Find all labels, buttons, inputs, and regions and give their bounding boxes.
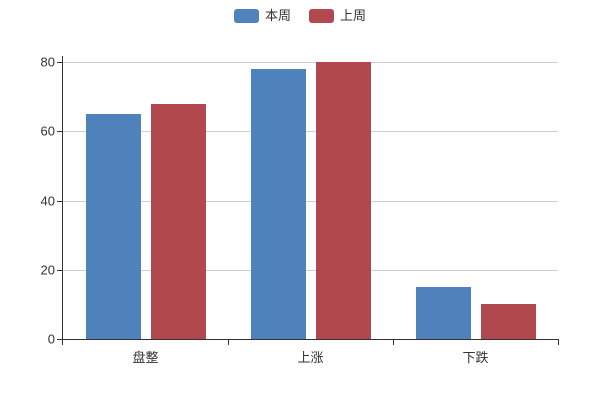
y-axis-label-0: 0	[47, 331, 55, 347]
bar-last-week-2[interactable]	[480, 304, 536, 339]
legend-swatch-this-week	[233, 9, 259, 23]
bar-this-week-1[interactable]	[250, 68, 306, 339]
y-tick-20	[57, 269, 63, 271]
x-axis-tick-0	[228, 339, 229, 345]
chart-legend: 本周 上周	[0, 6, 600, 26]
x-axis-label-0: 盘整	[132, 350, 159, 365]
y-axis-label-40: 40	[40, 193, 55, 208]
y-axis-label-80: 80	[40, 54, 55, 70]
legend-label-this-week: 本周	[264, 8, 291, 23]
bar-last-week-0[interactable]	[150, 103, 206, 339]
bar-this-week-2[interactable]	[415, 287, 471, 339]
gridline-0	[63, 339, 558, 340]
x-axis-label-1: 上涨	[297, 350, 324, 365]
y-axis-label-60: 60	[40, 123, 55, 139]
y-tick-80	[57, 62, 63, 63]
legend-item-last-week[interactable]: 上周	[309, 9, 366, 23]
y-tick-40	[57, 200, 63, 202]
x-axis-label-2: 下跌	[462, 350, 489, 365]
legend-swatch-last-week	[309, 9, 334, 23]
gridline-80	[63, 62, 558, 63]
gridline-60	[63, 131, 558, 133]
x-axis-line	[63, 339, 559, 340]
gridline-20	[63, 269, 558, 271]
bar-this-week-0[interactable]	[85, 113, 141, 339]
gridline-40	[63, 200, 558, 202]
legend-label-last-week: 上周	[340, 8, 367, 23]
x-axis-tick-2	[558, 339, 559, 345]
plot-area	[57, 62, 558, 340]
y-axis-label-20: 20	[40, 262, 55, 278]
x-axis-tick-1	[393, 339, 394, 345]
bar-last-week-1[interactable]	[315, 62, 371, 339]
y-tick-60	[57, 131, 63, 133]
y-tick-0	[57, 339, 63, 340]
legend-item-this-week[interactable]: 本周	[233, 8, 291, 23]
